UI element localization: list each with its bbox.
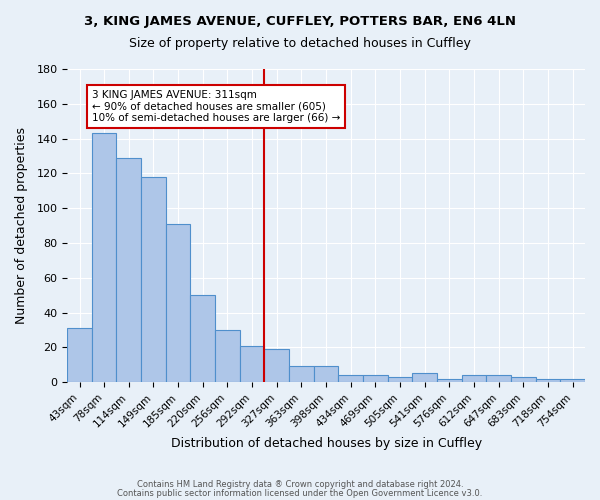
Bar <box>388 377 412 382</box>
Bar <box>363 375 388 382</box>
Bar <box>190 295 215 382</box>
Bar <box>560 378 585 382</box>
Bar <box>240 346 265 382</box>
Bar <box>536 378 560 382</box>
Bar <box>92 134 116 382</box>
Text: Contains public sector information licensed under the Open Government Licence v3: Contains public sector information licen… <box>118 488 482 498</box>
Bar <box>289 366 314 382</box>
Y-axis label: Number of detached properties: Number of detached properties <box>15 127 28 324</box>
Bar <box>116 158 141 382</box>
Bar <box>166 224 190 382</box>
Text: 3, KING JAMES AVENUE, CUFFLEY, POTTERS BAR, EN6 4LN: 3, KING JAMES AVENUE, CUFFLEY, POTTERS B… <box>84 15 516 28</box>
Bar <box>338 375 363 382</box>
Bar <box>215 330 240 382</box>
Bar <box>511 377 536 382</box>
Bar <box>141 177 166 382</box>
Bar <box>314 366 338 382</box>
Bar <box>265 349 289 382</box>
Bar <box>67 328 92 382</box>
Text: Contains HM Land Registry data ® Crown copyright and database right 2024.: Contains HM Land Registry data ® Crown c… <box>137 480 463 489</box>
Bar <box>462 375 487 382</box>
Text: 3 KING JAMES AVENUE: 311sqm
← 90% of detached houses are smaller (605)
10% of se: 3 KING JAMES AVENUE: 311sqm ← 90% of det… <box>92 90 340 123</box>
Bar <box>412 374 437 382</box>
Bar <box>437 378 462 382</box>
Text: Size of property relative to detached houses in Cuffley: Size of property relative to detached ho… <box>129 38 471 51</box>
Bar <box>487 375 511 382</box>
X-axis label: Distribution of detached houses by size in Cuffley: Distribution of detached houses by size … <box>170 437 482 450</box>
